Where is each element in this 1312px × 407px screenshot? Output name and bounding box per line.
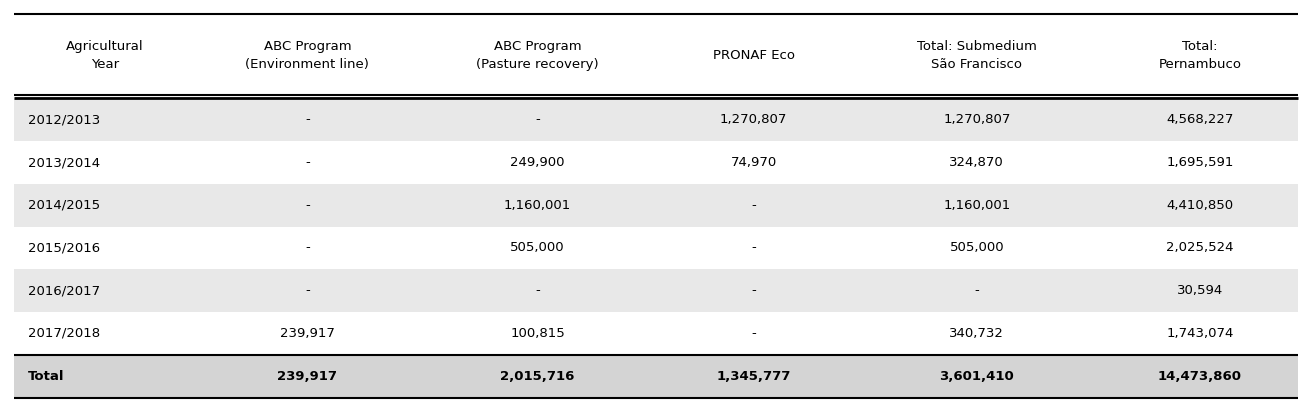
Text: 2,025,524: 2,025,524 [1166, 241, 1233, 254]
Text: -: - [304, 156, 310, 169]
Text: 249,900: 249,900 [510, 156, 564, 169]
Text: Agricultural
Year: Agricultural Year [67, 40, 144, 72]
Text: 1,695,591: 1,695,591 [1166, 156, 1233, 169]
Text: -: - [975, 284, 979, 297]
FancyBboxPatch shape [14, 227, 1298, 269]
Text: -: - [304, 241, 310, 254]
Text: ABC Program
(Pasture recovery): ABC Program (Pasture recovery) [476, 40, 598, 72]
Text: 2016/2017: 2016/2017 [28, 284, 100, 297]
FancyBboxPatch shape [14, 98, 1298, 141]
Text: 505,000: 505,000 [950, 241, 1004, 254]
Text: 1,345,777: 1,345,777 [716, 370, 791, 383]
Text: 340,732: 340,732 [950, 327, 1004, 340]
FancyBboxPatch shape [14, 355, 1298, 398]
Text: 2015/2016: 2015/2016 [28, 241, 100, 254]
FancyBboxPatch shape [14, 13, 1298, 98]
Text: 14,473,860: 14,473,860 [1158, 370, 1242, 383]
Text: 505,000: 505,000 [510, 241, 564, 254]
Text: -: - [304, 284, 310, 297]
Text: -: - [304, 199, 310, 212]
Text: 1,160,001: 1,160,001 [504, 199, 571, 212]
Text: 2013/2014: 2013/2014 [28, 156, 100, 169]
Text: Total: Submedium
São Francisco: Total: Submedium São Francisco [917, 40, 1036, 72]
Text: 4,568,227: 4,568,227 [1166, 113, 1233, 126]
Text: -: - [752, 241, 756, 254]
Text: 4,410,850: 4,410,850 [1166, 199, 1233, 212]
Text: 2,015,716: 2,015,716 [500, 370, 575, 383]
Text: 2014/2015: 2014/2015 [28, 199, 100, 212]
Text: -: - [535, 113, 539, 126]
FancyBboxPatch shape [14, 312, 1298, 355]
Text: -: - [752, 199, 756, 212]
Text: 1,160,001: 1,160,001 [943, 199, 1010, 212]
FancyBboxPatch shape [14, 269, 1298, 312]
Text: -: - [752, 327, 756, 340]
Text: Total:
Pernambuco: Total: Pernambuco [1158, 40, 1241, 72]
Text: 239,917: 239,917 [277, 370, 337, 383]
Text: 3,601,410: 3,601,410 [939, 370, 1014, 383]
Text: 239,917: 239,917 [279, 327, 335, 340]
Text: 100,815: 100,815 [510, 327, 565, 340]
Text: 2012/2013: 2012/2013 [28, 113, 100, 126]
Text: 1,270,807: 1,270,807 [943, 113, 1010, 126]
FancyBboxPatch shape [14, 141, 1298, 184]
Text: PRONAF Eco: PRONAF Eco [712, 50, 795, 62]
Text: 74,970: 74,970 [731, 156, 777, 169]
Text: 1,743,074: 1,743,074 [1166, 327, 1233, 340]
Text: 2017/2018: 2017/2018 [28, 327, 100, 340]
Text: -: - [304, 113, 310, 126]
Text: 1,270,807: 1,270,807 [720, 113, 787, 126]
Text: -: - [535, 284, 539, 297]
Text: ABC Program
(Environment line): ABC Program (Environment line) [245, 40, 369, 72]
Text: 324,870: 324,870 [950, 156, 1004, 169]
Text: -: - [752, 284, 756, 297]
Text: 30,594: 30,594 [1177, 284, 1223, 297]
FancyBboxPatch shape [14, 184, 1298, 227]
Text: Total: Total [28, 370, 64, 383]
